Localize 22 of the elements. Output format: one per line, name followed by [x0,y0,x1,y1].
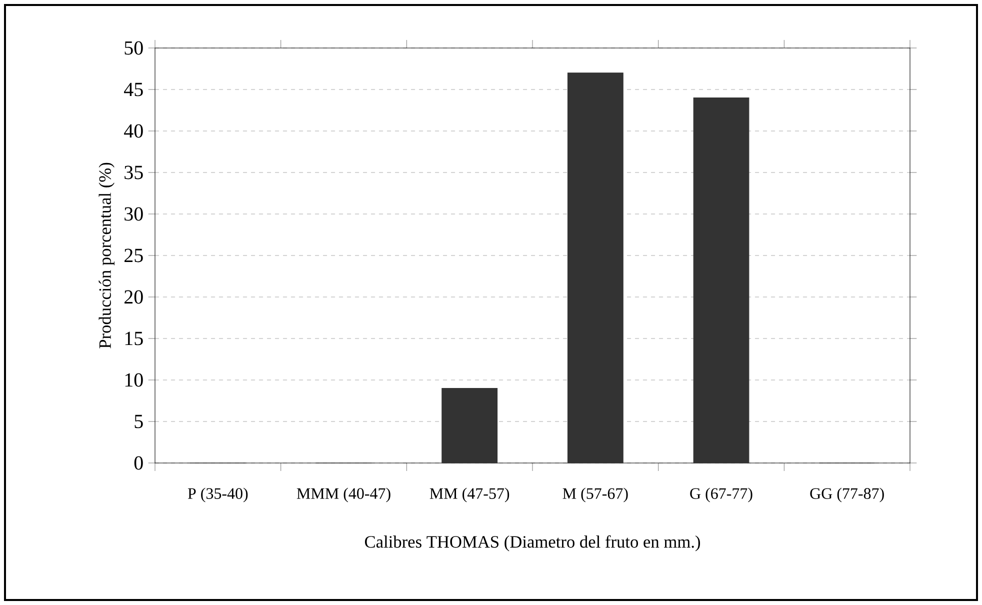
bar [567,72,624,464]
y-tick-label: 5 [134,414,143,428]
y-tick-label: 20 [124,290,143,304]
y-tick-label: 50 [124,41,143,55]
x-tick-label: P (35-40) [188,488,248,502]
y-tick-label: 30 [124,207,143,221]
x-axis-title: Calibres THOMAS (Diametro del fruto en mm.) [364,535,700,552]
y-tick-label: 0 [134,456,143,470]
y-tick-label: 40 [124,124,143,138]
y-axis-title: Producción porcentual (%) [98,162,114,348]
x-tick-label: MM (47-57) [430,488,510,502]
x-tick-label: MMM (40-47) [296,488,390,502]
x-tick-label: GG (77-87) [810,488,884,502]
x-tick-label: M (57-67) [562,488,628,502]
y-tick-label: 45 [124,82,143,96]
y-tick-label: 25 [124,248,143,262]
y-tick-label: 15 [125,332,143,346]
x-tick-label: G (67-77) [690,488,752,502]
bar [442,388,498,464]
y-tick-label: 10 [125,373,143,387]
bar [693,98,750,464]
y-tick-label: 35 [124,166,143,180]
